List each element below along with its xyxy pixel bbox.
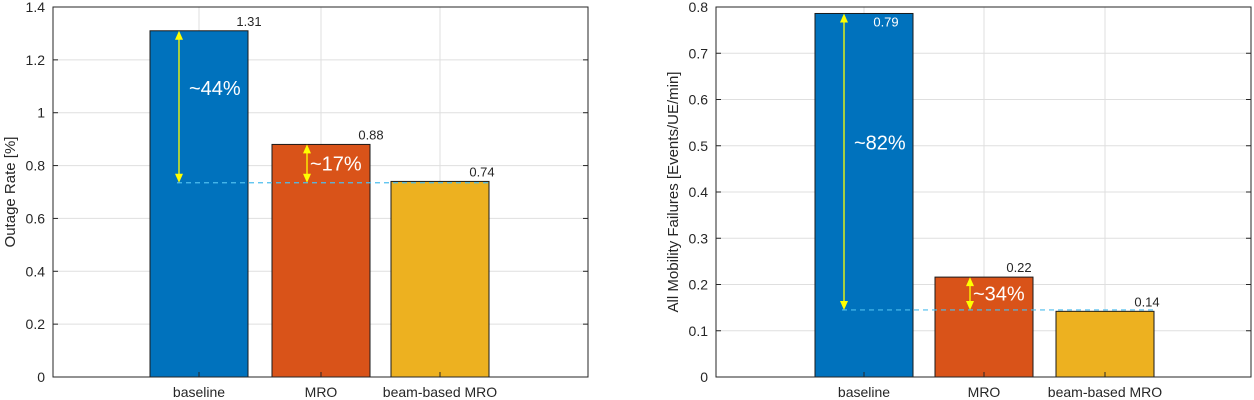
- y-axis-label: All Mobility Failures [Events/UE/min]: [665, 72, 682, 313]
- reduction-arrow-0: [175, 30, 183, 183]
- y-tick-label: 1.4: [26, 0, 46, 15]
- y-tick-label: 1.2: [26, 52, 46, 68]
- y-tick-label: 0.1: [689, 323, 709, 339]
- x-tick-label: beam-based MRO: [1048, 384, 1162, 400]
- reduction-arrow-1-head-top: [966, 277, 974, 287]
- x-tick-label: beam-based MRO: [383, 384, 497, 400]
- reduction-arrow-0-head-top: [175, 30, 183, 40]
- reduction-arrow-1-head-bottom: [966, 300, 974, 310]
- y-tick-label: 0: [700, 369, 708, 385]
- reduction-arrow-0: [840, 13, 848, 310]
- y-tick-label: 0.4: [26, 263, 46, 279]
- reduction-label-0: ~82%: [854, 133, 906, 155]
- bar-mro: [271, 143, 371, 378]
- bar-baseline: [149, 30, 249, 378]
- y-tick-label: 1: [37, 105, 45, 121]
- y-axis-label: Outage Rate [%]: [2, 137, 19, 248]
- y-tick-label: 0.7: [689, 45, 709, 61]
- value-label: 0.14: [1134, 294, 1159, 309]
- x-tick-label: MRO: [305, 384, 338, 400]
- y-tick-label: 0.6: [26, 210, 46, 226]
- y-tick-label: 0.4: [689, 184, 709, 200]
- y-tick-label: 0.2: [26, 316, 46, 332]
- x-tick-label: MRO: [968, 384, 1001, 400]
- y-tick-label: 0.8: [26, 158, 46, 174]
- y-tick-label: 0.2: [689, 277, 709, 293]
- x-tick-label: baseline: [173, 384, 225, 400]
- reduction-label-0: ~44%: [189, 78, 241, 100]
- y-tick-label: 0: [37, 369, 45, 385]
- mobility-failures-chart: ~82% ~34% 0.79 0.22 0.14 0 0.1 0.2 0.3 0.4 0.5 0.6 0…: [665, 0, 1252, 400]
- reduction-arrow-0-head-bottom: [175, 173, 183, 183]
- outage-rate-chart: ~44% ~17% 1.31 0.88 0.74 0 0.2 0.4 0.6 0.8 1 1.2 1.4…: [2, 0, 589, 400]
- value-label: 1.31: [236, 14, 261, 29]
- bar-beam-based-mro: [1055, 310, 1155, 378]
- y-tick-label: 0.3: [689, 230, 709, 246]
- x-tick-label: baseline: [838, 384, 890, 400]
- y-tick-label: 0.8: [689, 0, 709, 15]
- reduction-label-1: ~34%: [973, 284, 1025, 306]
- bar-baseline: [814, 12, 914, 378]
- value-label: 0.79: [873, 14, 898, 29]
- bar-mro: [934, 276, 1034, 378]
- reduction-arrow-0-head-bottom: [840, 300, 848, 310]
- reduction-arrow-1: [966, 277, 974, 310]
- y-tick-label: 0.5: [689, 138, 709, 154]
- value-label: 0.22: [1006, 260, 1031, 275]
- reduction-arrow-1: [303, 144, 311, 183]
- value-label: 0.88: [358, 127, 383, 142]
- value-label: 0.74: [469, 164, 494, 179]
- reduction-arrow-0-head-top: [840, 13, 848, 23]
- y-tick-label: 0.6: [689, 92, 709, 108]
- reduction-arrow-1-head-bottom: [303, 173, 311, 183]
- bar-beam-based-mro: [390, 180, 490, 378]
- reduction-label-1: ~17%: [310, 154, 362, 176]
- reduction-arrow-1-head-top: [303, 144, 311, 154]
